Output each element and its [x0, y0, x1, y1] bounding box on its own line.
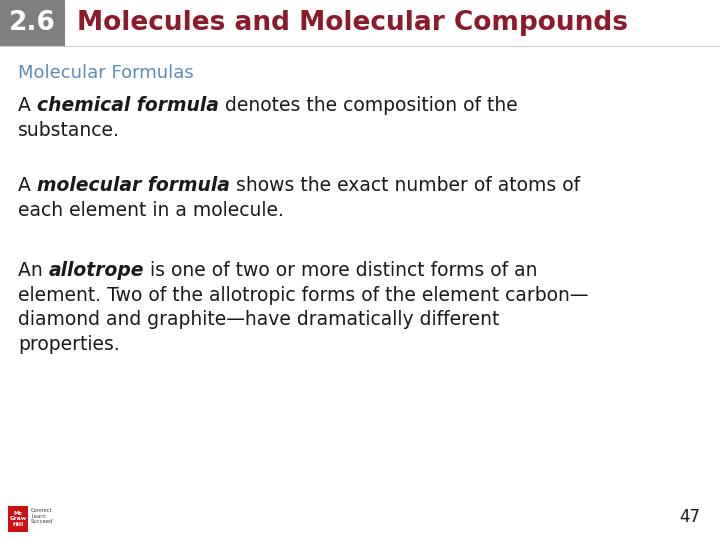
Text: Molecular Formulas: Molecular Formulas	[18, 64, 194, 82]
Text: each element in a molecule.: each element in a molecule.	[18, 201, 284, 220]
Text: Connect
Learn
Succeedʹ: Connect Learn Succeedʹ	[31, 508, 55, 524]
Text: 47: 47	[679, 508, 700, 526]
Text: shows the exact number of atoms of: shows the exact number of atoms of	[230, 176, 580, 195]
Text: A: A	[18, 176, 37, 195]
Text: denotes the composition of the: denotes the composition of the	[219, 96, 518, 115]
Text: diamond and graphite—have dramatically different: diamond and graphite—have dramatically d…	[18, 310, 500, 329]
Text: An: An	[18, 261, 49, 280]
Text: properties.: properties.	[18, 335, 120, 354]
Text: allotrope: allotrope	[49, 261, 144, 280]
Text: is one of two or more distinct forms of an: is one of two or more distinct forms of …	[144, 261, 538, 280]
Text: substance.: substance.	[18, 121, 120, 140]
Text: Molecules and Molecular Compounds: Molecules and Molecular Compounds	[77, 10, 628, 36]
Text: 2.6: 2.6	[9, 10, 56, 36]
Text: element. Two of the allotropic forms of the element carbon—: element. Two of the allotropic forms of …	[18, 286, 588, 305]
Text: molecular formula: molecular formula	[37, 176, 230, 195]
Text: Mc
Graw
Hill: Mc Graw Hill	[9, 511, 27, 527]
Text: A: A	[18, 96, 37, 115]
Text: chemical formula: chemical formula	[37, 96, 219, 115]
